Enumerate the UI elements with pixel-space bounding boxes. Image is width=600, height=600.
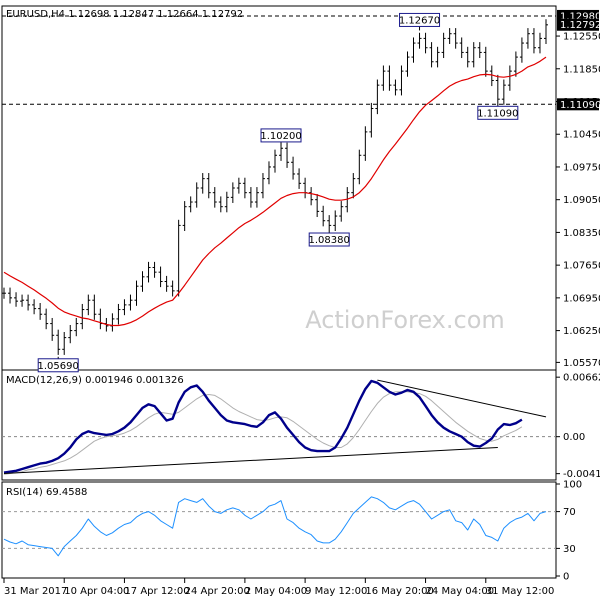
- macd-panel-title: MACD(12,26,9) 0.001946 0.001326: [6, 375, 184, 386]
- moving-average-line: [3, 56, 547, 327]
- rsi-tick-label: 70: [563, 507, 576, 518]
- time-tick-label: 24 May 04:00: [426, 586, 495, 597]
- level-price-tag: [557, 98, 599, 111]
- price-tick-label: 1.05570: [563, 358, 600, 369]
- rsi-tick-label: 100: [563, 480, 582, 491]
- price-tick-label: 1.10450: [563, 130, 600, 141]
- time-tick-label: 2 May 04:00: [245, 586, 307, 597]
- price-tick-label: 1.07650: [563, 261, 600, 272]
- annotation-label: 1.05690: [38, 361, 79, 372]
- price-tick-label: 1.06950: [563, 293, 600, 304]
- price-tick-label: 1.09750: [563, 162, 600, 173]
- annotation-label: 1.08380: [309, 235, 350, 246]
- annotation-box: [37, 358, 79, 373]
- watermark: ActionForex.com: [305, 306, 505, 334]
- price-tick-label: 1.11850: [563, 64, 600, 75]
- macd-line: [3, 379, 523, 474]
- annotation-box: [308, 232, 350, 247]
- price-tick-label: 1.09050: [563, 195, 600, 206]
- current-price-tag: [557, 18, 599, 31]
- level-price-label: 1.11090: [560, 100, 600, 111]
- time-tick-label: 10 Apr 04:00: [64, 586, 129, 597]
- macd-tick-label: -0.004116: [563, 469, 600, 480]
- current-price-label: 1.12792: [560, 20, 600, 31]
- rsi-line: [3, 496, 547, 557]
- time-tick-label: 17 Apr 12:00: [124, 586, 189, 597]
- macd-tick-label: 0.00: [563, 432, 585, 443]
- annotation-label: 1.11090: [477, 108, 518, 119]
- rsi-tick-label: 30: [563, 544, 576, 555]
- price-series: [2, 19, 548, 355]
- price-tick-label: 1.08350: [563, 228, 600, 239]
- price-tick-label: 1.12550: [563, 32, 600, 43]
- level-price-label: 1.12980: [560, 11, 600, 22]
- annotation-label: 1.12670: [399, 15, 440, 26]
- macd-layer: 0.006624 0.00 -0.004116: [2, 373, 600, 480]
- price-levels: 1.12980 1.11090 1.12792: [2, 9, 600, 111]
- price-annotations: 1.05690 1.10200 1.08380 1.12670 1.11090: [37, 12, 519, 373]
- annotation-box: [477, 105, 519, 120]
- time-tick-label: 31 Mar 2017: [4, 586, 67, 597]
- time-tick-label: 16 May 20:00: [365, 586, 434, 597]
- time-tick-label: 9 May 12:00: [305, 586, 367, 597]
- price-tick-label: 1.06250: [563, 326, 600, 337]
- macd-tick-label: 0.006624: [563, 373, 600, 384]
- macd-panel-frame: [1, 369, 557, 481]
- annotation-label: 1.10200: [260, 131, 301, 142]
- rsi-tick-label: 0: [563, 572, 569, 583]
- time-tick-label: 31 May 12:00: [486, 586, 555, 597]
- time-tick-label: 24 Apr 20:00: [185, 586, 250, 597]
- rsi-layer: 100 70 30 0: [2, 480, 582, 583]
- macd-trendline: [3, 446, 498, 475]
- rsi-panel-title: RSI(14) 69.4588: [6, 487, 87, 498]
- rsi-panel-frame: [1, 481, 557, 579]
- price-panel-title: EURUSD,H4 1.12698 1.12847 1.12664 1.1279…: [6, 9, 243, 20]
- annotation-box: [399, 12, 441, 27]
- annotation-box: [260, 128, 302, 143]
- macd-trendline: [377, 379, 547, 418]
